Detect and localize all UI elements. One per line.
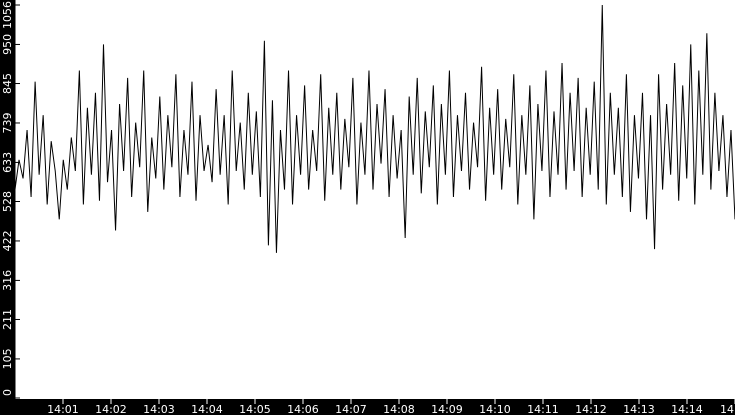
y-tick-label: 211 — [1, 309, 14, 330]
y-tick-label: 528 — [1, 191, 14, 212]
x-tick-label: 14:14 — [671, 403, 703, 415]
x-tick-label: 14:12 — [575, 403, 607, 415]
x-tick-label: 14:09 — [431, 403, 463, 415]
y-tick-label: 950 — [1, 34, 14, 55]
x-tick-label: 14:01 — [47, 403, 79, 415]
y-axis-band — [0, 0, 15, 415]
x-tick-label: 14:03 — [143, 403, 175, 415]
y-tick-label: 422 — [1, 230, 14, 251]
y-tick-label: 845 — [1, 73, 14, 94]
y-tick-label: 316 — [1, 270, 14, 291]
x-tick-label: 14:06 — [287, 403, 319, 415]
x-tick-label: 14:04 — [191, 403, 223, 415]
x-tick-label: 14:02 — [95, 403, 127, 415]
x-tick-label: 14:08 — [383, 403, 415, 415]
x-tick-label: 14:10 — [479, 403, 511, 415]
y-tick-label: 105 — [1, 348, 14, 369]
x-tick-label: 14:13 — [623, 403, 655, 415]
y-tick-label: 739 — [1, 113, 14, 134]
series-line — [14, 4, 735, 253]
y-tick-label: 1056 — [1, 1, 14, 29]
x-tick-label: 14 — [720, 403, 734, 415]
y-tick-label: 0 — [1, 389, 14, 396]
x-ticks: 14:01 14:02 14:03 14:04 14:05 14:06 14:07 14:08… — [47, 399, 735, 415]
x-tick-label: 14:07 — [335, 403, 367, 415]
y-ticks: 0 105 211 316 422 528 633 739 845 950 1056 — [1, 1, 20, 399]
y-tick-label: 633 — [1, 152, 14, 173]
x-axis-band — [0, 399, 735, 415]
x-tick-label: 14:05 — [239, 403, 271, 415]
x-tick-label: 14:11 — [527, 403, 559, 415]
